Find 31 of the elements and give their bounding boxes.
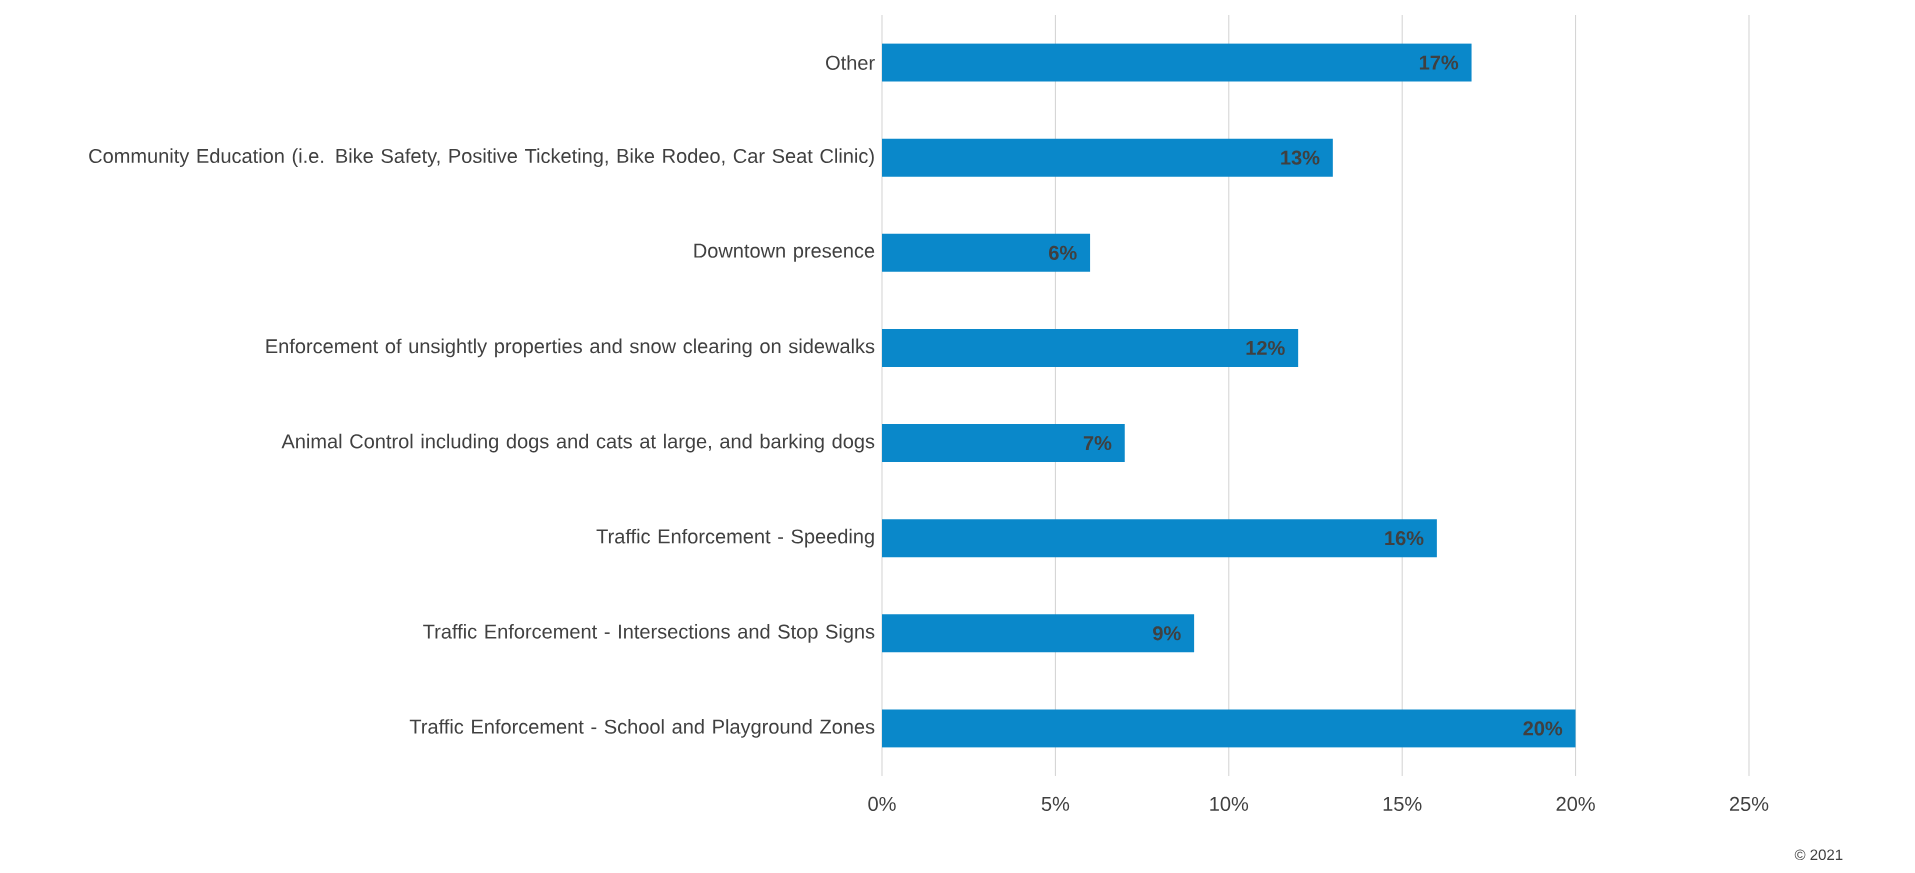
y-tick-label: Downtown presence — [694, 243, 875, 262]
data-label: 7% — [1083, 436, 1112, 451]
bar — [882, 328, 1299, 367]
bar — [882, 709, 1576, 748]
bar — [882, 43, 1472, 82]
y-tick-label: Animal Control including dogs and cats at large, and barking dogs — [281, 433, 875, 453]
bar — [882, 519, 1437, 558]
y-tick-label: Community Education (i.e. Bike Safety, Positive Ticketing, Bike Rodeo, Car Seat Clinic) — [89, 148, 874, 168]
y-tick-label: Other — [826, 55, 875, 70]
x-tick-label: 20% — [1556, 796, 1595, 812]
data-label: 9% — [1153, 626, 1181, 641]
x-tick-label: 0% — [868, 796, 896, 812]
data-label: 6% — [1049, 245, 1077, 260]
y-tick-label: Traffic Enforcement - Speeding — [596, 528, 874, 548]
data-label: 12% — [1246, 340, 1285, 355]
x-tick-label: 15% — [1383, 796, 1422, 811]
bar — [882, 424, 1125, 463]
data-label: 20% — [1523, 721, 1563, 736]
y-tick-label: Traffic Enforcement - Intersections and Stop Signs — [423, 623, 875, 643]
x-tick-label: 5% — [1041, 796, 1070, 811]
bar — [882, 614, 1195, 653]
data-label: 13% — [1281, 150, 1320, 165]
y-tick-label: Enforcement of unsightly properties and snow clearing on sidewalks — [266, 338, 875, 358]
x-tick-label: 10% — [1210, 796, 1249, 812]
text: © 2021 — [1794, 849, 1843, 861]
bar — [882, 233, 1091, 272]
data-label: 16% — [1385, 531, 1424, 546]
x-tick-label: 25% — [1729, 796, 1769, 812]
data-label: 17% — [1419, 55, 1459, 70]
y-tick-label: Traffic Enforcement - School and Playground Zones — [409, 719, 875, 738]
bar — [882, 138, 1333, 177]
